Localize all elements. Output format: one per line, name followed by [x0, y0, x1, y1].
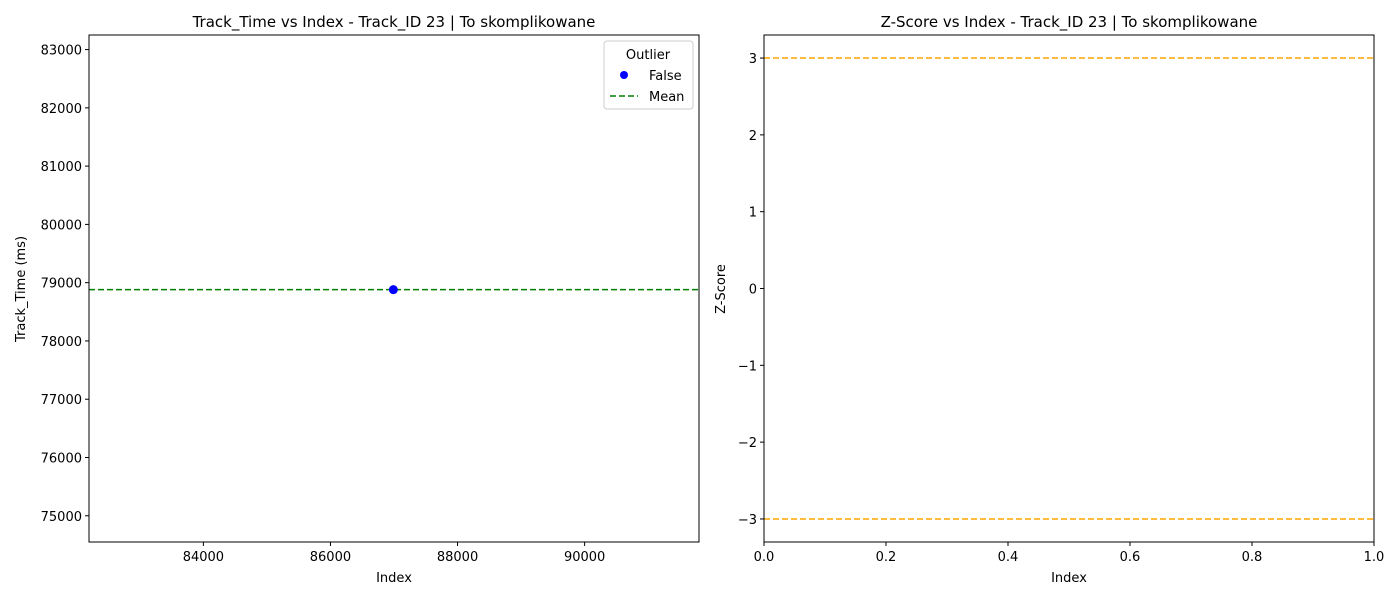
- legend: Outlier False Mean: [603, 40, 694, 110]
- x-tick-label: 86000: [310, 550, 351, 565]
- x-tick-label: 0.4: [998, 550, 1019, 565]
- x-tick-label: 0.8: [1242, 550, 1263, 565]
- y-tick-label: 79000: [41, 277, 82, 292]
- y-tick-label: −2: [738, 436, 757, 451]
- x-tick-label: 1.0: [1364, 550, 1385, 565]
- x-axis-label: Index: [1051, 571, 1087, 586]
- y-tick-label: 76000: [41, 452, 82, 467]
- y-tick-label: 83000: [41, 44, 82, 59]
- x-tick-label: 0.6: [1120, 550, 1141, 565]
- y-tick-label: 80000: [41, 218, 82, 233]
- x-axis-label: Index: [376, 571, 412, 586]
- y-tick-label: 3: [749, 52, 757, 67]
- plot-frame: [88, 34, 700, 543]
- y-tick-label: 0: [749, 283, 757, 298]
- y-tick-label: −1: [738, 359, 757, 374]
- z-score-chart: Z-Score vs Index - Track_ID 23 | To skom…: [714, 13, 1384, 586]
- legend-marker-false: [620, 71, 628, 79]
- chart-title: Track_Time vs Index - Track_ID 23 | To s…: [192, 13, 596, 32]
- plot-frame: [763, 34, 1375, 543]
- y-tick-label: −3: [738, 513, 757, 528]
- y-tick-label: 75000: [41, 510, 82, 525]
- y-tick-label: 2: [749, 129, 757, 144]
- legend-label-mean: Mean: [649, 90, 684, 105]
- x-tick-label: 0.2: [876, 550, 897, 565]
- legend-label-false: False: [649, 69, 682, 84]
- x-tick-label: 84000: [183, 550, 224, 565]
- x-tick-label: 88000: [437, 550, 478, 565]
- x-tick-label: 0.0: [754, 550, 775, 565]
- y-axis-label: Track_Time (ms): [14, 236, 29, 343]
- legend-title: Outlier: [626, 48, 671, 63]
- legend-box: [603, 40, 694, 110]
- y-tick-label: 1: [749, 206, 757, 221]
- data-point: [388, 285, 398, 295]
- y-tick-label: 81000: [41, 160, 82, 175]
- y-axis-label: Z-Score: [714, 264, 729, 314]
- chart-title: Z-Score vs Index - Track_ID 23 | To skom…: [881, 13, 1258, 32]
- y-tick-label: 77000: [41, 393, 82, 408]
- y-tick-label: 82000: [41, 102, 82, 117]
- x-tick-label: 90000: [564, 550, 605, 565]
- y-tick-label: 78000: [41, 335, 82, 350]
- track-time-chart: Track_Time vs Index - Track_ID 23 | To s…: [14, 13, 700, 586]
